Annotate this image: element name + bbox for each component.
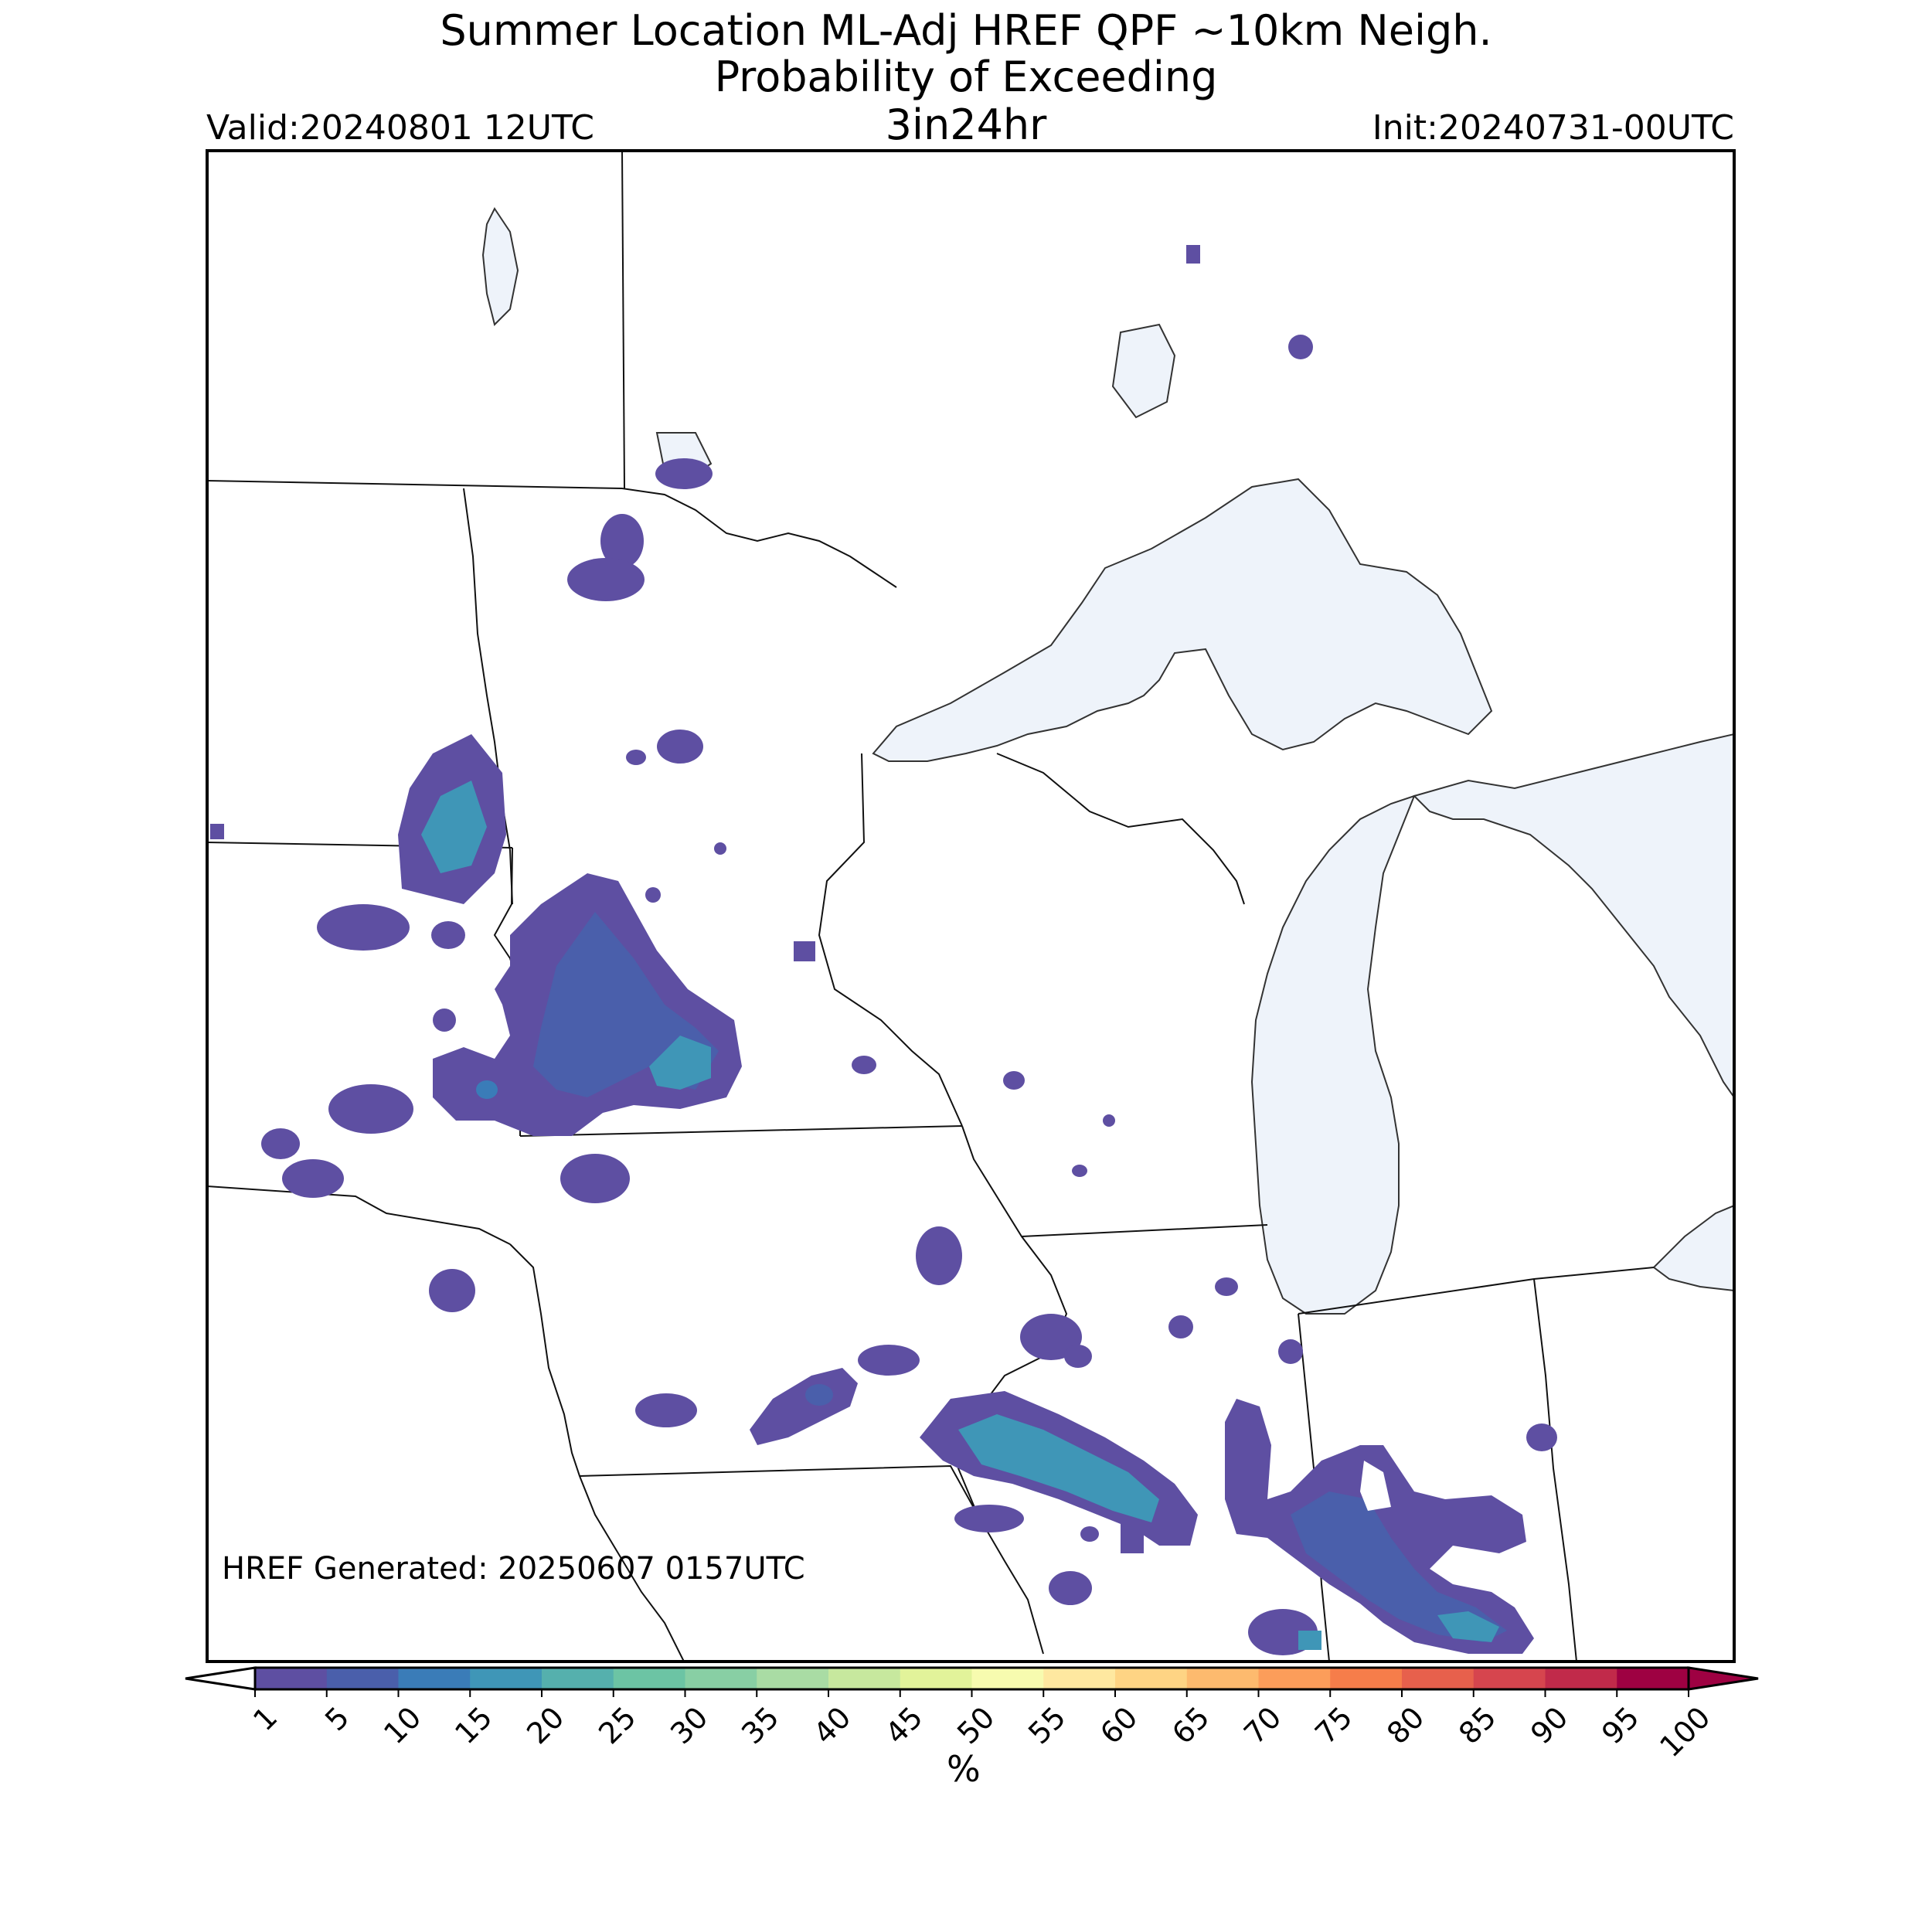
colorbar-bin [255, 1668, 328, 1689]
map-frame [206, 149, 1736, 1663]
chart-title-line1: Summer Location ML-Adj HREF QPF ~10km Ne… [440, 6, 1492, 55]
colorbar-tickmarks [254, 1689, 1689, 1697]
generated-timestamp: HREF Generated: 20250607 0157UTC [222, 1551, 805, 1587]
colorbar-bin [613, 1668, 685, 1689]
colorbar-under-arrow [185, 1666, 257, 1691]
prob-region-iowa [635, 1226, 1092, 1445]
us-canada-border [207, 480, 897, 588]
colorbar-bin [1258, 1668, 1331, 1689]
prob-region-southwest-mn [433, 873, 742, 1203]
colorbar-bin [398, 1668, 471, 1689]
lake-winnipeg [481, 207, 519, 326]
ne-ia-border [509, 1243, 685, 1662]
colorbar-over-arrow [1687, 1666, 1759, 1691]
lake-huron [1413, 733, 1734, 1099]
sd-ne-border [207, 1185, 511, 1245]
probability-shading [210, 245, 1557, 1655]
colorbar-bin [542, 1668, 614, 1689]
state-borders [207, 151, 1655, 1662]
prob-region-northern-il [920, 1391, 1321, 1655]
prob-region-northwest-mn [210, 245, 1557, 1451]
lake-michigan [1250, 794, 1416, 1315]
colorbar-bin [1545, 1668, 1617, 1689]
colorbar-bin [1330, 1668, 1403, 1689]
chart-title-threshold: 3in24hr [885, 100, 1047, 149]
colorbar-bin [685, 1668, 757, 1689]
colorbar-bin [1473, 1668, 1546, 1689]
colorbar-bin [757, 1668, 829, 1689]
wi-il-border [1021, 1224, 1268, 1237]
lake-nipigon [1111, 323, 1176, 419]
mn-wi-border [818, 753, 963, 1127]
colorbar-bin [828, 1668, 901, 1689]
in-oh-border [1533, 1278, 1577, 1662]
valid-time-label: Valid:20240801 12UTC [206, 108, 595, 148]
mn-ia-border [519, 1125, 963, 1137]
init-time-label: Init:20240731-00UTC [1372, 108, 1734, 148]
wi-mi-up-border [996, 753, 1245, 905]
colorbar-bin [971, 1668, 1044, 1689]
colorbar-bin [1617, 1668, 1689, 1689]
chart-title-line2: Probability of Exceeding [714, 53, 1218, 101]
great-lakes [481, 207, 1734, 1315]
colorbar-bin [1043, 1668, 1116, 1689]
manitoba-ontario-border [621, 151, 625, 489]
colorbar-bin [1402, 1668, 1475, 1689]
prob-region-northern-in [1225, 1399, 1534, 1654]
nd-mn-border [463, 488, 513, 905]
lake-superior [872, 478, 1493, 762]
colorbar-bin [1115, 1668, 1188, 1689]
ia-il-border [957, 1125, 1068, 1655]
prob-region-eastern-sd [261, 734, 506, 1312]
colorbar-bin [326, 1668, 399, 1689]
colorbar-unit-label: % [947, 1748, 981, 1790]
colorbar-bin [470, 1668, 543, 1689]
ia-mo-border [579, 1464, 978, 1515]
colorbar-bins [255, 1668, 1689, 1689]
colorbar-bin [1186, 1668, 1259, 1689]
lake-erie [1652, 1204, 1734, 1292]
colorbar-bin [900, 1668, 972, 1689]
